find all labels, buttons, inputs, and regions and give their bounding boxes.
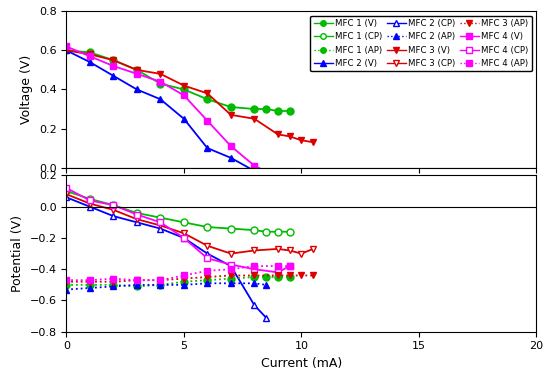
X-axis label: Current (mA): Current (mA) bbox=[261, 357, 342, 370]
Y-axis label: Potential (V): Potential (V) bbox=[11, 215, 24, 292]
Y-axis label: Voltage (V): Voltage (V) bbox=[20, 55, 33, 124]
Legend: MFC 1 (V), MFC 1 (CP), MFC 1 (AP), MFC 2 (V), MFC 2 (CP), MFC 2 (AP), MFC 3 (V),: MFC 1 (V), MFC 1 (CP), MFC 1 (AP), MFC 2… bbox=[310, 15, 532, 71]
